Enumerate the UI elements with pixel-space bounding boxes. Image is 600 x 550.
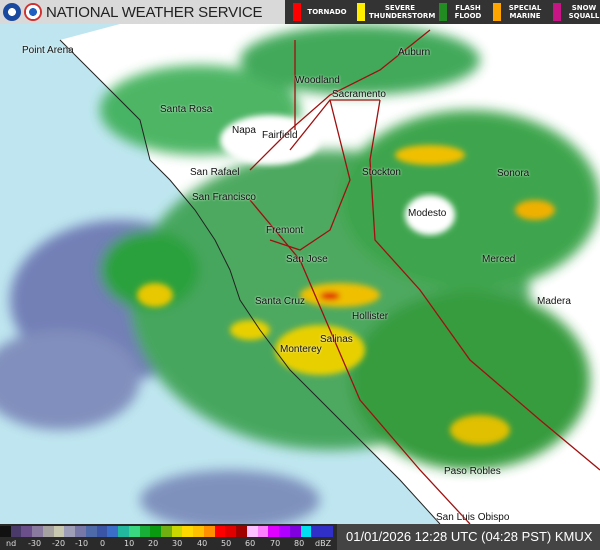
legend-color-24 [257,526,269,537]
city-label: Santa Cruz [255,296,306,307]
tornado-swatch [293,3,301,21]
city-label: Hollister [352,311,389,322]
city-label: Fremont [266,225,304,236]
legend-color-7 [75,526,86,537]
legend-color-20 [214,526,226,537]
legend-color-6 [64,526,76,537]
legend-color-0 [0,526,11,537]
city-label: Fairfield [262,130,298,141]
legend-color-19 [203,526,215,537]
legend-color-18 [193,526,204,537]
legend-color-10 [107,526,119,537]
legend-color-29 [311,526,323,537]
flash-flood-swatch [439,3,447,21]
snow-squall-swatch [553,3,561,21]
city-label: Auburn [398,47,431,58]
legend-tick: 50 [221,539,232,548]
warnings-legend: TORNADO SEVERE THUNDERSTORM FLASH FLOOD … [285,0,600,24]
reflectivity-color-bar [0,526,333,537]
warning-snow-squall: SNOW SQUALL [545,0,600,24]
city-label: San Francisco [192,192,256,203]
city-label: San Luis Obispo [436,512,510,523]
city-label: Madera [537,296,571,307]
legend-color-23 [246,526,258,537]
city-label: Sacramento [332,89,386,100]
header-branding: NATIONAL WEATHER SERVICE [0,0,285,24]
legend-color-28 [300,526,312,537]
city-label: Modesto [408,208,447,219]
legend-color-15 [161,526,172,537]
page-title: NATIONAL WEATHER SERVICE [46,3,263,21]
city-label: Paso Robles [444,466,501,477]
legend-color-3 [32,526,43,537]
city-label: San Jose [286,254,328,265]
noaa-logo [3,3,21,21]
legend-tick: -10 [75,539,89,548]
city-label: Napa [232,125,256,136]
city-label: Stockton [362,167,401,178]
legend-tick: 60 [245,539,256,548]
legend-color-14 [150,526,162,537]
timestamp: 01/01/2026 12:28 UTC (04:28 PST) KMUX [337,524,600,550]
legend-tick: nd [6,539,17,548]
legend-color-1 [10,526,22,537]
legend-tick: 70 [270,539,281,548]
city-label: Woodland [295,75,340,86]
city-label: Salinas [320,334,353,345]
warning-special-marine: SPECIAL MARINE [485,0,545,24]
legend-color-4 [42,526,54,537]
legend-tick: -20 [52,539,66,548]
legend-color-30 [322,526,333,537]
city-label: Sonora [497,168,530,179]
legend-color-16 [171,526,183,537]
legend-color-8 [85,526,97,537]
nws-logo [24,3,42,21]
legend-color-2 [21,526,33,537]
legend-color-21 [225,526,237,537]
legend-color-9 [96,526,108,537]
city-label: San Rafael [190,167,240,178]
intense-echoes [137,145,555,445]
legend-tick: 30 [172,539,183,548]
warning-tornado: TORNADO [285,0,349,24]
warning-severe-thunderstorm: SEVERE THUNDERSTORM [349,0,435,24]
legend-tick: -30 [28,539,42,548]
city-label: Santa Rosa [160,104,213,115]
legend-tick: 0 [100,539,106,548]
special-marine-swatch [493,3,501,21]
legend-color-5 [53,526,65,537]
warning-flash-flood: FLASH FLOOD [431,0,485,24]
legend-tick: 40 [197,539,208,548]
severe-thunderstorm-swatch [357,3,365,21]
city-label: Point Arena [22,45,74,56]
legend-color-13 [139,526,151,537]
legend-tick: dBZ [315,539,332,548]
legend-tick: 20 [148,539,159,548]
city-label: Merced [482,254,516,265]
legend-color-25 [268,526,280,537]
highways [249,29,600,525]
clear-area [405,195,455,235]
legend-color-17 [182,526,194,537]
legend-color-22 [236,526,247,537]
legend-tick: 80 [294,539,305,548]
coastline [59,39,441,525]
legend-color-12 [128,526,140,537]
reflectivity-legend: nd -30 -20 -10 0 10 20 30 40 50 60 70 80 dBZ [0,524,337,550]
legend-color-27 [289,526,301,537]
legend-color-26 [279,526,290,537]
legend-tick: 10 [124,539,135,548]
city-label: Monterey [280,344,322,355]
legend-color-11 [118,526,129,537]
